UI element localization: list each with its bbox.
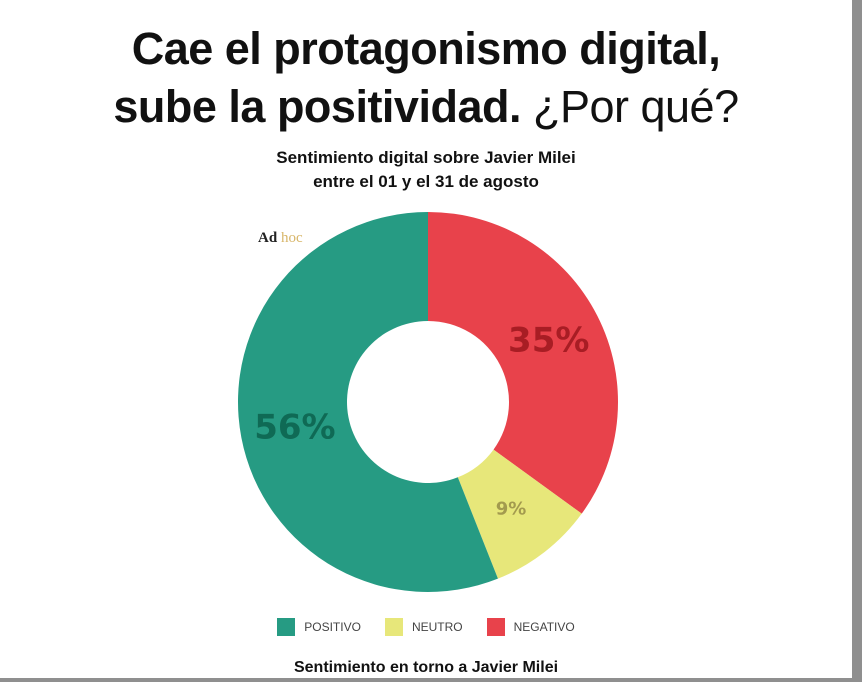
legend-swatch-negativo (486, 618, 505, 636)
slice-label-positivo: 56% (254, 407, 335, 447)
chart-subtitle: entre el 01 y el 31 de agosto (313, 172, 539, 191)
headline-line-2-question: ¿Por qué? (532, 81, 739, 132)
logo-hoc-text: hoc (280, 230, 303, 246)
legend-item-neutro: NEUTRO (384, 618, 463, 636)
legend-swatch-neutro (384, 618, 403, 636)
chart-title: Sentimiento digital sobre Javier Milei (276, 148, 576, 167)
donut-slice-positivo (238, 211, 498, 592)
page-frame-bottom (0, 678, 862, 682)
slice-label-negativo: 35% (508, 320, 589, 360)
headline-line-1: Cae el protagonismo digital, (131, 23, 721, 74)
legend-item-positivo: POSITIVO (277, 618, 361, 636)
next-section-title: Sentimiento en torno a Javier Milei (293, 659, 559, 676)
donut-chart: 35% 9% 56% (238, 211, 619, 592)
headline-line-2-bold: sube la positividad. (113, 81, 521, 132)
slice-label-neutro: 9% (496, 499, 527, 520)
legend-label-negativo: NEGATIVO (513, 620, 575, 634)
page-frame-right (852, 0, 862, 682)
legend-item-negativo: NEGATIVO (486, 618, 575, 636)
logo-ad-text: Ad (258, 230, 278, 246)
legend-label-positivo: POSITIVO (304, 620, 361, 634)
donut-slice-negativo (428, 212, 619, 514)
legend-swatch-positivo (277, 618, 296, 636)
chart-title-block: Sentimiento digital sobre Javier Milei e… (0, 146, 852, 194)
chart-legend: POSITIVO NEUTRO NEGATIVO (0, 618, 852, 636)
adhoc-logo: Ad hoc (258, 230, 303, 247)
headline: Cae el protagonismo digital, sube la pos… (0, 20, 852, 136)
legend-label-neutro: NEUTRO (411, 620, 463, 634)
donut-slice-neutro (457, 449, 582, 579)
headline-line-2: sube la positividad. ¿Por qué? (0, 78, 852, 136)
